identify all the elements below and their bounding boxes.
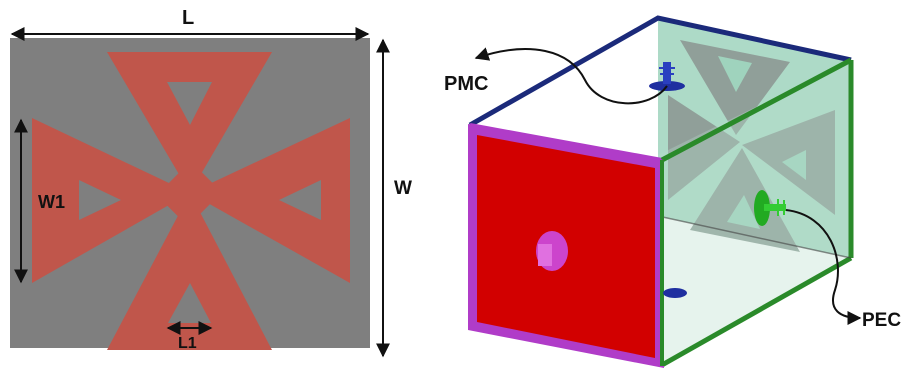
front-port-icon — [536, 231, 568, 271]
patch-arm-bottom — [107, 193, 272, 350]
top-right-edge-green — [660, 57, 853, 163]
bottom-port-disc — [663, 288, 687, 298]
slot-top — [167, 82, 212, 125]
back-bottom-edge — [657, 215, 852, 259]
top-edge-blue — [468, 15, 852, 128]
pec-port-disc — [754, 190, 770, 226]
waveguide-box-panel: PMC PEC — [444, 15, 901, 368]
back-slot-bottom — [727, 195, 760, 229]
patch-slots — [79, 82, 321, 323]
slot-right — [279, 180, 321, 220]
pec-port-pin — [764, 204, 786, 211]
slot-left — [79, 180, 121, 220]
label-W1: W1 — [38, 192, 65, 212]
label-PEC: PEC — [862, 310, 901, 331]
slot-bottom — [168, 283, 211, 323]
label-W: W — [394, 178, 412, 199]
back-patch-arm-left — [668, 95, 740, 200]
bottom-port-icon — [663, 288, 687, 298]
back-slot-right — [782, 150, 806, 180]
pmc-callout-curve — [474, 47, 668, 105]
pec-callout-curve — [785, 209, 862, 325]
label-L: L — [182, 7, 194, 29]
label-PMC: PMC — [444, 73, 488, 95]
unit-cell-panel: L W W1 L1 — [10, 7, 412, 358]
bottom-right-edge-green — [660, 255, 853, 368]
back-slot-top — [718, 56, 752, 92]
front-port-pin — [538, 244, 552, 266]
label-L1: L1 — [178, 335, 197, 352]
patch-center — [156, 161, 222, 227]
pec-port-icon — [754, 190, 786, 226]
back-patch-slots — [718, 56, 806, 229]
patch-arm-right — [190, 118, 350, 283]
